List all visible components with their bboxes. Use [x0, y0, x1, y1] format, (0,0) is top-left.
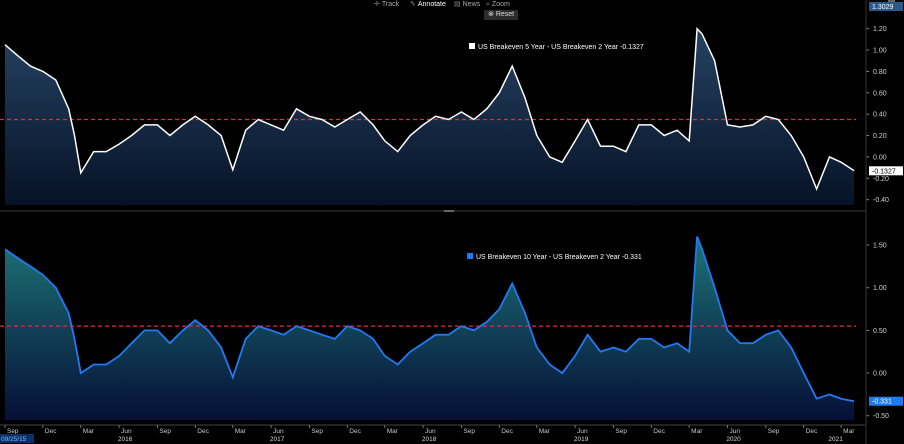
top-ytick-label: 0.80 — [873, 69, 887, 76]
x-year-tick-label: 2018 — [422, 436, 437, 443]
top-ytick-label: 0.20 — [873, 133, 887, 140]
bot-ytick-label: 0.50 — [873, 328, 887, 335]
top-ytick-label: 0.40 — [873, 112, 887, 119]
x-month-tick-label: Jun — [577, 428, 588, 435]
x-year-tick-label: 2021 — [828, 436, 843, 443]
x-month-tick-label: Dec — [501, 428, 513, 435]
bot-ytick-label: 0.00 — [873, 371, 887, 378]
news-button[interactable]: ▤ News — [454, 0, 480, 10]
top-badge-text: 1.3029 — [872, 4, 894, 11]
x-month-tick-label: Mar — [691, 428, 703, 435]
bottom-last-value-tag: -0.331 — [869, 396, 903, 406]
x-month-tick-label: Sep — [7, 428, 19, 435]
track-label: Track — [381, 1, 400, 8]
top-legend: US Breakeven 5 Year - US Breakeven 2 Yea… — [466, 40, 652, 52]
top-badge-box — [869, 2, 903, 11]
top-ytick-label: 0.60 — [873, 90, 887, 97]
news-label: News — [462, 1, 481, 8]
x-axis: Sep Dec Mar Jun Sep Dec Mar Jun Sep Dec Mar Jun Sep D… — [4, 425, 855, 443]
x-month-tick-label: Sep — [768, 428, 780, 435]
start-date-text: 09/25/15 — [1, 436, 27, 443]
x-month-tick-label: Jun — [121, 428, 132, 435]
top-legend-box — [466, 40, 652, 52]
panel-resize-handle[interactable] — [444, 210, 454, 212]
x-month-tick-label: Jun — [729, 428, 740, 435]
chart-toolbar: ✛ Track ✎ Annotate ▤ News ⌕ Zoom ⊗ Reset — [370, 0, 590, 20]
annotate-button[interactable]: ✎ Annotate — [410, 0, 446, 10]
reset-label: Reset — [495, 11, 515, 18]
x-month-tick-label: Mar — [83, 428, 95, 435]
bottom-last-value-box — [869, 396, 903, 406]
x-month-tick-label: Mar — [539, 428, 551, 435]
bottom-legend: US Breakeven 10 Year - US Breakeven 2 Ye… — [464, 250, 642, 262]
top-series-area — [5, 28, 855, 206]
x-year-tick-label: 2016 — [118, 436, 133, 443]
annotate-label: Annotate — [417, 1, 446, 8]
top-ytick-label: -0.20 — [873, 176, 889, 183]
x-month-tick-label: Dec — [45, 428, 57, 435]
bot-ytick-label: 1.50 — [873, 243, 887, 250]
pencil-icon: ✎ — [410, 1, 416, 8]
x-month-tick-label: Dec — [349, 428, 361, 435]
start-date-box — [0, 434, 34, 443]
bottom-legend-box — [464, 250, 632, 262]
x-month-tick-label: Mar — [387, 428, 399, 435]
x-year-tick-label: 2020 — [726, 436, 741, 443]
x-month-tick-label: Mar — [843, 428, 855, 435]
bottom-last-value-text: -0.331 — [872, 399, 892, 406]
bot-ytick-label: -0.50 — [873, 413, 889, 420]
top-last-value-tag: -0.1327 — [869, 166, 903, 176]
x-month-tick-label: Dec — [806, 428, 818, 435]
bottom-series-line — [4, 236, 855, 403]
zoom-button[interactable]: ⌕ Zoom — [486, 0, 510, 10]
top-last-value-text: -0.1327 — [872, 168, 896, 175]
news-icon: ▤ — [454, 1, 461, 8]
top-legend-swatch — [469, 43, 475, 49]
crosshair-icon: ✛ — [374, 1, 380, 8]
x-month-tick-label: Dec — [197, 428, 209, 435]
top-ytick-label: 1.20 — [873, 26, 887, 33]
x-month-tick-label: Mar — [235, 428, 247, 435]
x-month-tick-label: Sep — [463, 428, 475, 435]
top-last-value-box — [869, 166, 903, 176]
magnifier-icon: ⌕ — [486, 1, 490, 8]
track-button[interactable]: ✛ Track — [374, 0, 399, 10]
top-ytick-label: 0.00 — [873, 154, 887, 161]
reset-button[interactable]: ⊗ Reset — [484, 10, 519, 20]
bot-ytick-label: 1.00 — [873, 285, 887, 292]
top-ytick-label: -0.40 — [873, 197, 889, 204]
top-ytick-label: 1.00 — [873, 48, 887, 55]
reset-icon: ⊗ — [488, 11, 496, 18]
x-month-tick-label: Jun — [425, 428, 436, 435]
x-month-tick-label: Sep — [615, 428, 627, 435]
x-month-tick-label: Sep — [159, 428, 171, 435]
x-month-tick-label: Dec — [653, 428, 665, 435]
x-year-tick-label: 2017 — [270, 436, 285, 443]
top-badge: 1.3029 — [869, 2, 903, 11]
bottom-series-area — [5, 236, 855, 420]
bottom-y-axis: 1.50 1.00 0.50 0.00 -0.50 — [866, 243, 889, 420]
top-panel: 1.20 1.00 0.80 0.60 0.40 0.20 0.00 -0.20 -0.40 U… — [0, 2, 903, 206]
top-y-axis: 1.20 1.00 0.80 0.60 0.40 0.20 0.00 -0.20 -0.40 — [866, 26, 889, 204]
start-date-label: 09/25/15 — [0, 434, 34, 443]
bottom-panel: 1.50 1.00 0.50 0.00 -0.50 US Breakeven 10 Ye… — [0, 236, 903, 420]
top-series-line — [4, 26, 855, 192]
x-month-tick-label: Jun — [273, 428, 284, 435]
top-legend-text: US Breakeven 5 Year - US Breakeven 2 Yea… — [478, 44, 644, 51]
x-month-tick-label: Sep — [311, 428, 323, 435]
x-year-tick-label: 2019 — [574, 436, 589, 443]
bottom-legend-text: US Breakeven 10 Year - US Breakeven 2 Ye… — [476, 254, 642, 261]
zoom-label: Zoom — [491, 1, 510, 8]
bottom-legend-swatch — [467, 253, 473, 259]
